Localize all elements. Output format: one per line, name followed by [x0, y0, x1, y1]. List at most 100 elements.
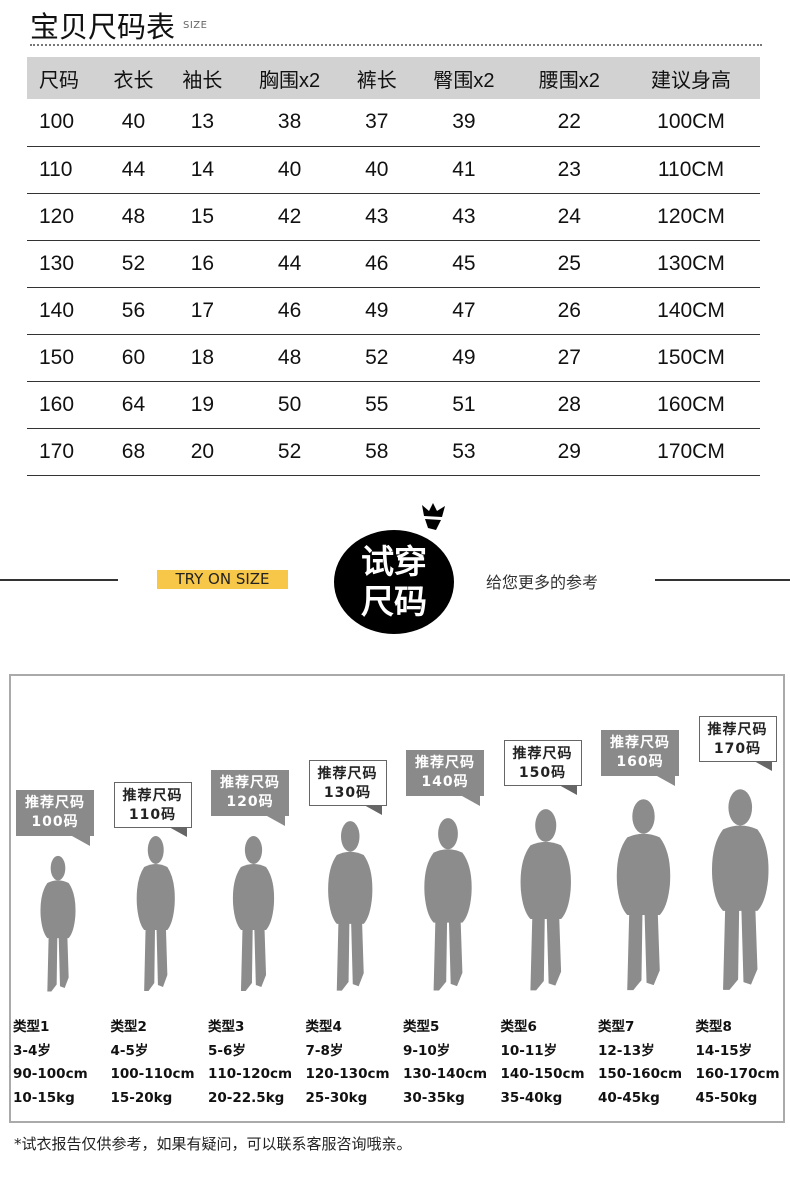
type-name: 类型4 — [305, 1019, 342, 1035]
page-title-en: SIZE — [183, 20, 208, 31]
table-cell: 120CM — [621, 193, 760, 241]
size-bubble: 推荐尺码 160码 — [601, 730, 679, 786]
table-cell: 27 — [516, 334, 622, 382]
type-age: 3-4岁 — [13, 1042, 51, 1059]
bubble-tail — [462, 796, 480, 806]
page-title: 宝贝尺码表 — [30, 10, 176, 44]
type-weight: 30-35kg — [403, 1089, 465, 1106]
table-row: 150 60 18 48 52 49 27 150CM — [27, 334, 760, 382]
type-height: 130-140cm — [403, 1066, 488, 1082]
table-cell: 40 — [342, 146, 412, 194]
table-cell: 41 — [411, 146, 517, 194]
badge-line2: 尺码 — [361, 582, 427, 621]
table-cell: 42 — [236, 193, 343, 241]
table-cell: 170CM — [621, 428, 760, 476]
table-cell: 140CM — [621, 287, 760, 335]
child-silhouette-icon — [328, 821, 373, 991]
table-cell: 49 — [342, 287, 412, 335]
table-cell: 50 — [236, 381, 343, 429]
table-cell: 44 — [99, 146, 168, 194]
table-cell: 110 — [27, 146, 99, 194]
table-cell: 160CM — [621, 381, 760, 429]
size-bubble: 推荐尺码 100码 — [16, 790, 94, 846]
bubble-size: 150码 — [518, 765, 567, 781]
table-cell: 14 — [167, 146, 237, 194]
column-header: 臀围x2 — [411, 57, 517, 99]
type-name: 类型6 — [500, 1019, 537, 1035]
table-cell: 40 — [99, 99, 168, 147]
child-silhouette-icon — [616, 799, 670, 991]
table-cell: 40 — [236, 146, 343, 194]
table-row: 170 68 20 52 58 53 29 170CM — [27, 428, 760, 476]
table-cell: 46 — [236, 287, 343, 335]
table-cell: 17 — [167, 287, 237, 335]
table-cell: 64 — [99, 381, 168, 429]
table-cell: 18 — [167, 334, 237, 382]
size-bubble: 推荐尺码 110码 — [113, 782, 192, 837]
table-cell: 48 — [236, 334, 343, 382]
table-cell: 25 — [516, 240, 622, 288]
table-cell: 55 — [342, 381, 412, 429]
table-row: 160 64 19 50 55 51 28 160CM — [27, 381, 760, 429]
bubble-title: 推荐尺码 — [707, 722, 768, 738]
table-row: 100 40 13 38 37 39 22 100CM — [27, 99, 760, 147]
bubble-title: 推荐尺码 — [610, 735, 670, 751]
bubble-title: 推荐尺码 — [25, 795, 85, 811]
type-height: 160-170cm — [695, 1066, 780, 1082]
bubble-size: 110码 — [128, 807, 177, 823]
type-name: 类型7 — [598, 1019, 635, 1035]
table-cell: 44 — [236, 240, 343, 288]
type-name: 类型2 — [110, 1019, 147, 1035]
bubble-size: 100码 — [31, 814, 79, 830]
table-cell: 150CM — [621, 334, 760, 382]
child-silhouette-icon — [40, 855, 76, 992]
type-weight: 45-50kg — [695, 1089, 758, 1106]
type-info: 类型6 10-11岁 140-150cm 35-40kg — [501, 1016, 585, 1110]
type-height: 110-120cm — [208, 1066, 293, 1082]
size-bubble: 推荐尺码 130码 — [308, 760, 387, 815]
table-cell: 56 — [99, 287, 168, 335]
type-info: 类型3 5-6岁 110-120cm 20-22.5kg — [208, 1016, 292, 1110]
type-info: 类型2 4-5岁 100-110cm 15-20kg — [111, 1016, 195, 1110]
table-cell: 16 — [167, 240, 237, 288]
type-age: 7-8岁 — [305, 1042, 344, 1059]
child-silhouette-icon — [232, 836, 274, 991]
table-cell: 51 — [411, 381, 517, 429]
type-info: 类型5 9-10岁 130-140cm 30-35kg — [403, 1016, 487, 1110]
bubble-title: 推荐尺码 — [317, 766, 378, 782]
type-age: 12-13岁 — [598, 1042, 655, 1059]
table-cell: 60 — [99, 334, 168, 382]
bubble-title: 推荐尺码 — [220, 775, 280, 791]
try-on-size-label: TRY ON SIZE — [157, 570, 288, 589]
table-cell: 24 — [516, 193, 622, 241]
table-cell: 100 — [27, 99, 99, 147]
table-cell: 53 — [411, 428, 517, 476]
table-cell: 100CM — [621, 99, 760, 147]
table-cell: 28 — [516, 381, 622, 429]
table-cell: 23 — [516, 146, 622, 194]
type-info: 类型8 14-15岁 160-170cm 45-50kg — [696, 1016, 780, 1110]
bubble-title: 推荐尺码 — [512, 746, 573, 762]
type-height: 140-150cm — [500, 1066, 585, 1082]
table-cell: 19 — [167, 381, 237, 429]
type-name: 类型1 — [13, 1019, 50, 1035]
column-header: 袖长 — [167, 57, 237, 99]
table-cell: 130CM — [621, 240, 760, 288]
table-cell: 20 — [167, 428, 237, 476]
column-header: 建议身高 — [621, 57, 760, 99]
table-cell: 39 — [411, 99, 517, 147]
table-cell: 37 — [342, 99, 412, 147]
table-cell: 160 — [27, 381, 99, 429]
bubble-tail — [753, 761, 772, 771]
table-cell: 68 — [99, 428, 168, 476]
bubble-tail — [72, 836, 90, 846]
column-header: 裤长 — [342, 57, 412, 99]
bubble-tail — [168, 827, 187, 837]
bubble-tail — [267, 816, 285, 826]
bubble-title: 推荐尺码 — [415, 755, 475, 771]
type-name: 类型5 — [403, 1019, 440, 1035]
type-age: 14-15岁 — [695, 1042, 753, 1059]
table-row: 120 48 15 42 43 43 24 120CM — [27, 193, 760, 241]
type-weight: 40-45kg — [598, 1089, 660, 1106]
child-silhouette-icon — [520, 809, 571, 991]
